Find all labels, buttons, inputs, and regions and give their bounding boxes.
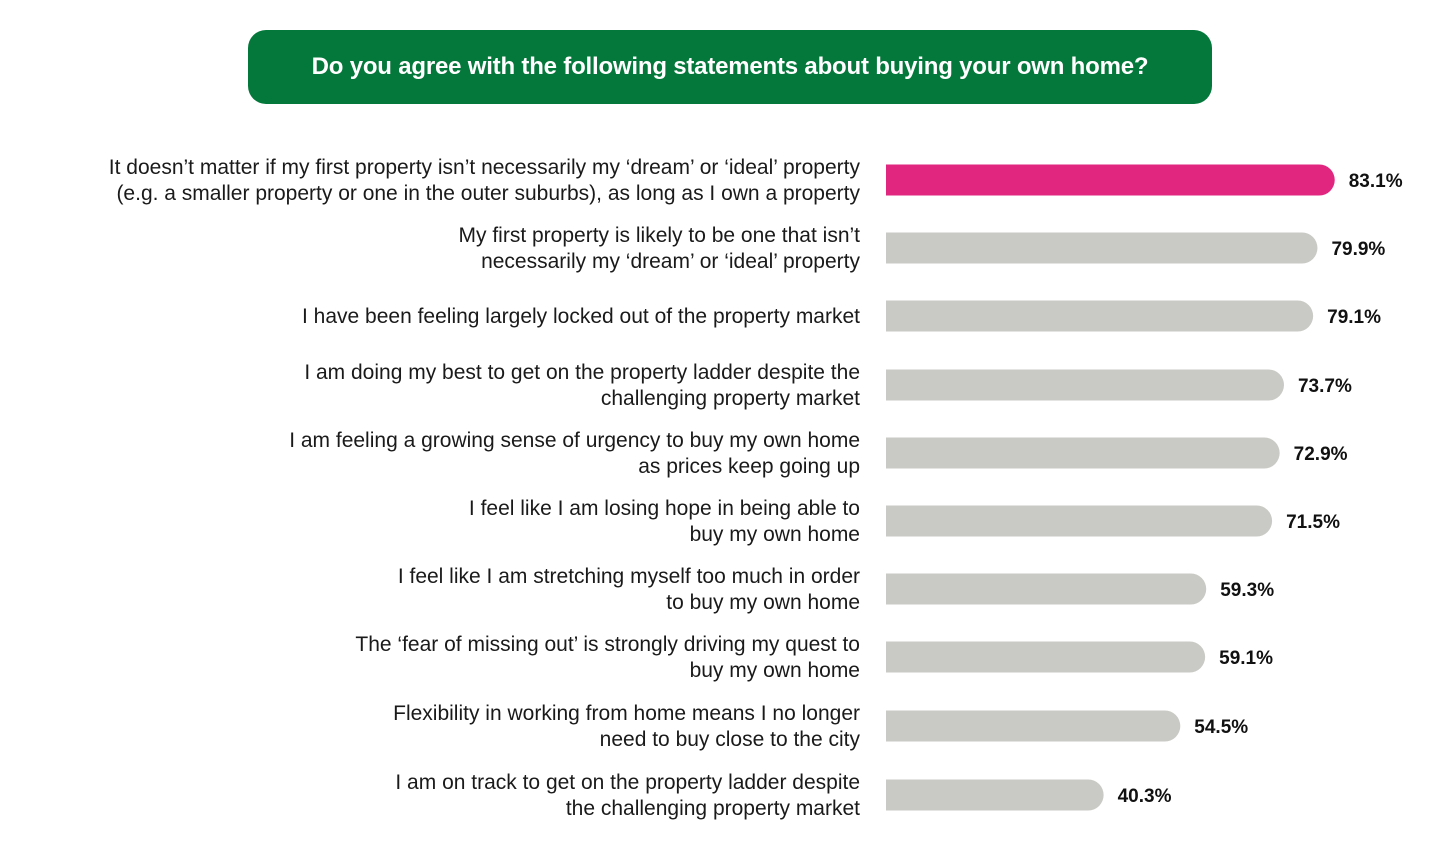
category-label-8-line-2: buy my own home xyxy=(690,659,860,682)
value-label-6: 71.5% xyxy=(1286,512,1340,533)
category-label-2: My first property is likely to be one th… xyxy=(459,224,861,273)
category-label-9: Flexibility in working from home means I… xyxy=(393,702,860,751)
category-label-5-line-2: as prices keep going up xyxy=(638,455,860,478)
category-label-6-line-2: buy my own home xyxy=(690,523,860,546)
bar-6 xyxy=(886,505,1273,537)
bar-4 xyxy=(886,369,1284,401)
category-label-5: I am feeling a growing sense of urgency … xyxy=(289,429,860,478)
category-label-6-line-1: I feel like I am losing hope in being ab… xyxy=(469,497,860,520)
category-label-7: I feel like I am stretching myself too m… xyxy=(398,565,860,614)
category-label-3: I have been feeling largely locked out o… xyxy=(302,305,860,328)
category-label-7-line-2: to buy my own home xyxy=(666,591,860,614)
bar-7 xyxy=(886,573,1207,605)
category-label-10-line-1: I am on track to get on the property lad… xyxy=(395,771,860,794)
category-label-2-line-2: necessarily my ‘dream’ or ‘ideal’ proper… xyxy=(481,250,860,273)
category-label-1-line-2: (e.g. a smaller property or one in the o… xyxy=(116,182,860,205)
value-label-8: 59.1% xyxy=(1219,648,1273,669)
category-label-6: I feel like I am losing hope in being ab… xyxy=(469,497,860,546)
category-label-8-line-1: The ‘fear of missing out’ is strongly dr… xyxy=(355,633,860,656)
category-label-1-line-1: It doesn’t matter if my first property i… xyxy=(109,156,861,179)
category-label-10-line-2: the challenging property market xyxy=(566,797,860,820)
category-label-5-line-1: I am feeling a growing sense of urgency … xyxy=(289,429,860,452)
category-label-4-line-2: challenging property market xyxy=(601,387,860,410)
bar-3 xyxy=(886,300,1314,332)
bar-10 xyxy=(886,779,1104,811)
bar-5 xyxy=(886,437,1280,469)
category-label-3-line-1: I have been feeling largely locked out o… xyxy=(302,305,860,328)
category-label-9-line-2: need to buy close to the city xyxy=(600,728,861,751)
category-label-8: The ‘fear of missing out’ is strongly dr… xyxy=(355,633,860,682)
category-label-1: It doesn’t matter if my first property i… xyxy=(109,156,861,205)
value-label-4: 73.7% xyxy=(1298,376,1352,397)
bar-2 xyxy=(886,232,1318,264)
bar-1 xyxy=(886,164,1335,196)
value-label-10: 40.3% xyxy=(1118,786,1172,807)
category-label-7-line-1: I feel like I am stretching myself too m… xyxy=(398,565,860,588)
bar-9 xyxy=(886,710,1181,742)
value-label-9: 54.5% xyxy=(1194,717,1248,738)
value-label-5: 72.9% xyxy=(1294,444,1348,465)
value-label-7: 59.3% xyxy=(1220,580,1274,601)
value-label-3: 79.1% xyxy=(1327,307,1381,328)
value-label-1: 83.1% xyxy=(1349,171,1403,192)
value-label-2: 79.9% xyxy=(1331,239,1385,260)
category-label-9-line-1: Flexibility in working from home means I… xyxy=(393,702,860,725)
category-label-2-line-1: My first property is likely to be one th… xyxy=(459,224,861,247)
chart-title: Do you agree with the following statemen… xyxy=(311,53,1149,80)
category-label-4-line-1: I am doing my best to get on the propert… xyxy=(304,361,860,384)
category-label-10: I am on track to get on the property lad… xyxy=(395,771,860,820)
bar-8 xyxy=(886,641,1206,673)
chart-title-banner: Do you agree with the following statemen… xyxy=(248,30,1212,104)
category-label-4: I am doing my best to get on the propert… xyxy=(304,361,860,410)
